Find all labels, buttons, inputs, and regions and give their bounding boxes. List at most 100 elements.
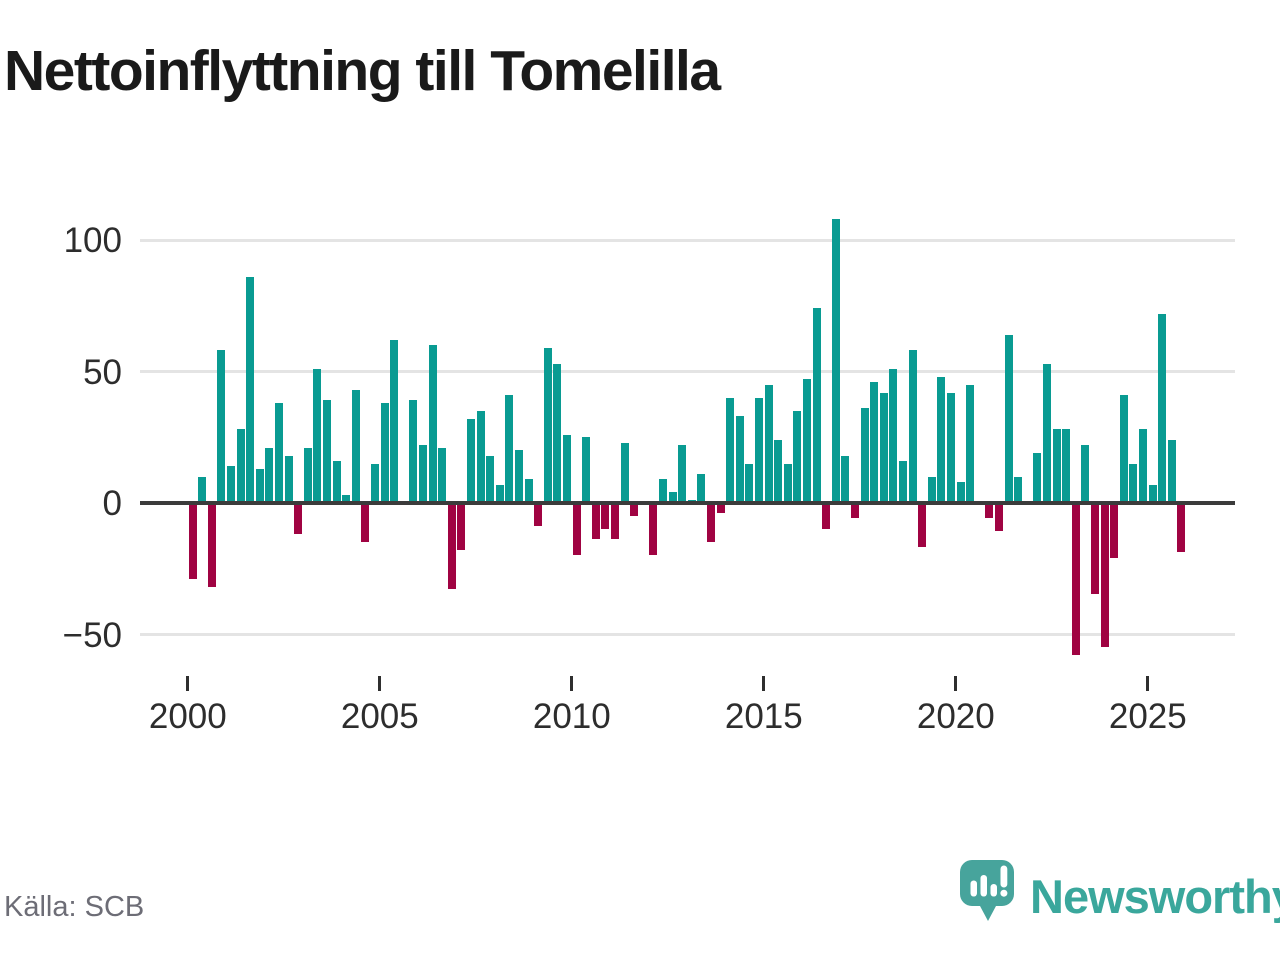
x-axis-label-2000: 2000 — [148, 697, 227, 736]
bar-2016-q1 — [803, 379, 811, 505]
bar-2015-q2 — [774, 439, 783, 505]
bar-2005-q4 — [409, 400, 418, 505]
bar-2014-q1 — [726, 397, 735, 505]
bar-2002-q3 — [284, 455, 293, 505]
bar-2004-q1 — [342, 495, 351, 505]
bar-2000-q4 — [217, 350, 226, 505]
bar-2010-q4 — [601, 503, 610, 529]
bar-2002-q2 — [275, 403, 283, 505]
bar-2018-q2 — [889, 368, 898, 505]
bar-2023-q4 — [1100, 503, 1109, 648]
bar-2018-q1 — [879, 392, 888, 505]
bar-2006-q3 — [438, 447, 447, 505]
bar-2011-q3 — [630, 503, 639, 516]
bar-2001-q4 — [255, 468, 264, 505]
bar-2025-q4 — [1177, 503, 1186, 553]
x-axis-tick-2005 — [378, 676, 382, 691]
bar-2011-q2 — [620, 442, 629, 505]
bar-2024-q1 — [1110, 503, 1119, 558]
bar-2017-q3 — [860, 408, 869, 505]
bar-2008-q2 — [505, 395, 514, 505]
bar-2019-q3 — [937, 376, 946, 505]
bar-2015-q4 — [793, 410, 802, 505]
bar-2014-q4 — [755, 397, 763, 505]
bar-2017-q2 — [851, 503, 859, 519]
bar-2000-q1 — [188, 503, 197, 579]
bar-2020-q2 — [966, 384, 975, 505]
bar-2025-q3 — [1167, 439, 1176, 505]
bar-2017-q1 — [841, 455, 850, 505]
bar-2005-q2 — [390, 339, 399, 505]
bar-2009-q3 — [553, 363, 562, 505]
x-axis-tick-2010 — [570, 676, 574, 691]
bar-2007-q4 — [486, 455, 495, 505]
bar-2012-q3 — [668, 492, 677, 505]
bar-2015-q1 — [764, 384, 773, 505]
bar-2023-q2 — [1081, 445, 1090, 505]
bar-2001-q1 — [227, 466, 235, 505]
chart-title: Nettoinflyttning till Tomelilla — [4, 39, 721, 103]
bar-2022-q3 — [1052, 429, 1061, 505]
bar-2017-q4 — [870, 382, 879, 505]
x-axis-label-2005: 2005 — [340, 697, 419, 736]
bar-2024-q4 — [1139, 429, 1147, 505]
bar-2001-q2 — [236, 429, 245, 505]
bar-2016-q2 — [812, 308, 821, 505]
bar-2010-q3 — [591, 503, 600, 540]
bar-2013-q4 — [716, 503, 725, 513]
bar-2015-q3 — [783, 463, 792, 505]
x-axis-tick-2000 — [186, 676, 190, 691]
bar-2019-q1 — [918, 503, 927, 548]
bar-2008-q4 — [524, 479, 533, 505]
bar-2018-q4 — [908, 350, 917, 505]
bar-2009-q4 — [563, 434, 571, 505]
bar-2009-q2 — [543, 347, 552, 505]
x-axis-tick-2015 — [762, 676, 766, 691]
bar-2012-q2 — [659, 479, 667, 505]
bar-2022-q1 — [1033, 453, 1042, 505]
newsworthy-logo-text: Newsworthy — [1030, 870, 1280, 923]
bar-2006-q4 — [447, 503, 456, 590]
speech-bubble-bar-chart-icon — [960, 860, 1014, 921]
bar-2002-q1 — [265, 447, 274, 505]
y-axis-label-100: 100 — [63, 221, 122, 260]
x-axis-label-2025: 2025 — [1108, 697, 1187, 736]
bar-2024-q3 — [1129, 463, 1138, 505]
y-axis-label--50: −50 — [62, 615, 122, 655]
bar-2021-q1 — [995, 503, 1003, 532]
bar-2003-q1 — [303, 447, 312, 505]
bar-2000-q3 — [207, 503, 216, 587]
bar-2007-q1 — [457, 503, 466, 550]
bar-2004-q3 — [361, 503, 370, 542]
zero-axis-line — [140, 501, 1235, 505]
bar-2020-q4 — [985, 503, 994, 519]
bar-2000-q2 — [198, 476, 207, 505]
bar-2018-q3 — [899, 460, 907, 505]
bar-2016-q3 — [822, 503, 831, 529]
bar-2001-q3 — [246, 276, 255, 505]
bar-2003-q2 — [313, 368, 322, 505]
y-axis-label-0: 0 — [102, 484, 122, 523]
bar-2025-q1 — [1148, 484, 1157, 505]
bar-2013-q3 — [707, 503, 715, 542]
bar-2022-q4 — [1062, 429, 1071, 505]
bar-2006-q1 — [419, 445, 427, 505]
bar-2012-q4 — [678, 445, 687, 505]
bar-2014-q2 — [735, 416, 744, 505]
bar-2007-q3 — [476, 410, 485, 505]
bar-2008-q1 — [495, 484, 504, 505]
bar-2023-q3 — [1091, 503, 1099, 595]
bar-2010-q1 — [572, 503, 581, 555]
bar-2004-q4 — [371, 463, 379, 505]
bar-2025-q2 — [1158, 313, 1167, 505]
x-axis-label-2015: 2015 — [724, 697, 803, 736]
y-axis-label-50: 50 — [83, 352, 122, 392]
gridline-50 — [140, 370, 1235, 373]
x-axis-label-2020: 2020 — [916, 697, 995, 736]
bar-2008-q3 — [515, 450, 523, 505]
bar-2016-q4 — [831, 218, 840, 505]
x-axis-label-2010: 2010 — [532, 697, 611, 736]
bar-2012-q1 — [649, 503, 658, 555]
bar-2014-q3 — [745, 463, 754, 505]
source-label: Källa: SCB — [4, 891, 145, 923]
